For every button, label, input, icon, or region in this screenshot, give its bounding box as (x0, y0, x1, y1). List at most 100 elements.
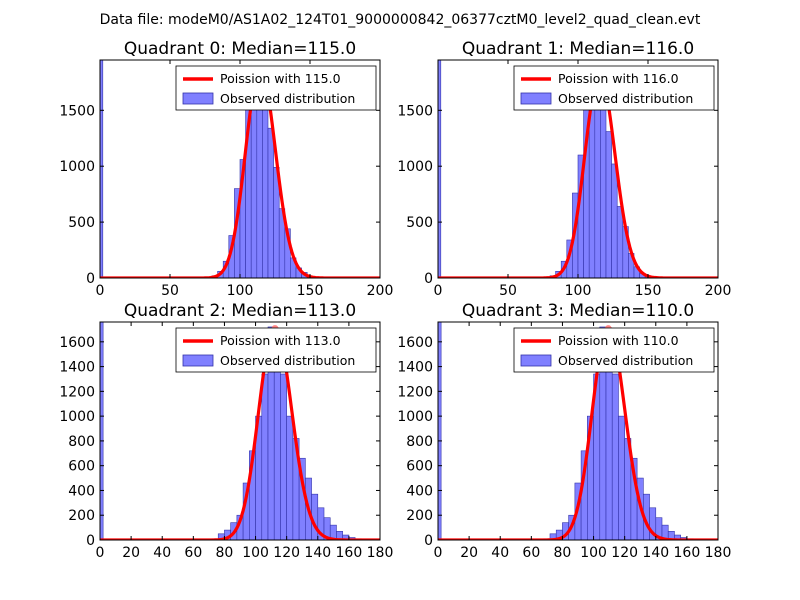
y-tick-label: 500 (406, 215, 433, 231)
y-tick-label: 0 (86, 271, 95, 287)
legend-entry-observed: Observed distribution (558, 353, 693, 368)
y-tick-label: 200 (68, 508, 95, 524)
histogram-bar (286, 415, 294, 540)
legend: Poission with 115.0 Observed distribution (175, 65, 377, 111)
y-tick-label: 1200 (59, 384, 95, 400)
legend: Poission with 110.0 Observed distribution (513, 327, 715, 373)
x-tick-label: 200 (705, 283, 732, 299)
quadrant-0-panel: 0 50 100 150 200 0 500 1000 1500 Quadrant 0: Medi… (59, 39, 393, 299)
x-tick-label: 50 (161, 283, 179, 299)
x-tick-label: 80 (216, 545, 234, 561)
y-tick-label: 1600 (397, 335, 433, 351)
x-tick-label: 40 (153, 545, 171, 561)
y-tick-label: 1500 (397, 103, 433, 119)
legend-entry-observed: Observed distribution (558, 91, 693, 106)
x-tick-label: 180 (367, 545, 394, 561)
legend-bar-swatch (520, 354, 552, 367)
y-tick-label: 600 (406, 459, 433, 475)
y-tick-label: 1500 (59, 103, 95, 119)
histogram-bar (261, 373, 269, 540)
legend: Poission with 113.0 Observed distribution (175, 327, 377, 373)
quadrant-2-panel: 0 20 40 60 80 100 120 140 160 180 0 200 400 600 800 100… (59, 301, 393, 561)
y-tick-label: 400 (68, 483, 95, 499)
poisson-curve (100, 325, 380, 540)
legend-bar-swatch (182, 92, 214, 105)
x-tick-label: 40 (491, 545, 509, 561)
legend-entry-poisson: Poission with 113.0 (220, 333, 341, 348)
zero-bin-bar (438, 322, 442, 540)
panel-title: Quadrant 0: Median=115.0 (124, 39, 356, 59)
plot-frame (437, 321, 719, 541)
legend-entry-observed: Observed distribution (220, 91, 355, 106)
plot-frame (99, 321, 381, 541)
y-tick-label: 1600 (59, 335, 95, 351)
histogram-bar (611, 373, 619, 540)
zero-bin-bar (100, 60, 104, 278)
panel-title: Quadrant 1: Median=116.0 (462, 39, 694, 59)
y-tick-label: 1400 (59, 360, 95, 376)
quadrant-3-panel: 0 20 40 60 80 100 120 140 160 180 0 200 400 600 800 100… (397, 301, 731, 561)
panel-title: Quadrant 3: Median=110.0 (462, 301, 694, 321)
y-tick-label: 500 (68, 215, 95, 231)
y-tick-label: 0 (424, 271, 433, 287)
x-tick-label: 100 (565, 283, 592, 299)
quadrant-1-panel: 0 50 100 150 200 0 500 1000 1500 Quadrant 1: Medi… (397, 39, 731, 299)
x-tick-label: 0 (96, 283, 105, 299)
x-tick-label: 100 (227, 283, 254, 299)
histogram-bar (280, 373, 287, 540)
x-tick-label: 0 (434, 283, 443, 299)
y-tick-label: 0 (424, 533, 433, 549)
y-tick-label: 1400 (397, 360, 433, 376)
histogram-bar (262, 108, 269, 278)
x-tick-label: 140 (642, 545, 669, 561)
y-tick-label: 800 (406, 434, 433, 450)
histogram-bar (611, 163, 618, 278)
zero-bin-bar (100, 322, 104, 540)
y-tick-label: 600 (68, 459, 95, 475)
y-tick-label: 1000 (59, 409, 95, 425)
y-tick-label: 1000 (397, 409, 433, 425)
x-tick-label: 120 (273, 545, 300, 561)
y-tick-label: 1000 (397, 159, 433, 175)
x-tick-label: 100 (580, 545, 607, 561)
legend-bar-swatch (182, 354, 214, 367)
x-tick-label: 0 (434, 545, 443, 561)
x-tick-label: 150 (297, 283, 324, 299)
y-tick-label: 400 (406, 483, 433, 499)
legend-entry-observed: Observed distribution (220, 353, 355, 368)
x-tick-label: 100 (242, 545, 269, 561)
histogram-bar (267, 127, 274, 278)
y-tick-label: 1000 (59, 159, 95, 175)
zero-bin-bar (438, 60, 442, 278)
y-tick-label: 0 (86, 533, 95, 549)
histogram-bar (618, 415, 625, 540)
x-tick-label: 160 (674, 545, 701, 561)
legend: Poission with 116.0 Observed distribution (513, 65, 715, 111)
histogram-bar (600, 106, 607, 278)
legend-bar-swatch (520, 92, 552, 105)
x-tick-label: 20 (122, 545, 140, 561)
legend-entry-poisson: Poission with 115.0 (220, 71, 341, 86)
panel-title: Quadrant 2: Median=113.0 (124, 301, 356, 321)
x-tick-label: 80 (554, 545, 572, 561)
x-tick-label: 200 (367, 283, 394, 299)
x-tick-label: 60 (522, 545, 540, 561)
histogram-bar (605, 131, 612, 278)
legend-entry-poisson: Poission with 116.0 (558, 71, 679, 86)
x-tick-label: 150 (635, 283, 662, 299)
x-tick-label: 140 (304, 545, 331, 561)
histogram-bar (616, 206, 624, 278)
x-tick-label: 120 (611, 545, 638, 561)
x-tick-label: 50 (499, 283, 517, 299)
legend-entry-poisson: Poission with 110.0 (558, 333, 679, 348)
figure-suptitle: Data file: modeM0/AS1A02_124T01_90000008… (100, 12, 701, 28)
x-tick-label: 20 (460, 545, 478, 561)
y-tick-label: 800 (68, 434, 95, 450)
y-tick-label: 1200 (397, 384, 433, 400)
x-tick-label: 160 (336, 545, 363, 561)
x-tick-label: 180 (705, 545, 732, 561)
x-tick-label: 0 (96, 545, 105, 561)
x-tick-label: 60 (184, 545, 202, 561)
y-tick-label: 200 (406, 508, 433, 524)
